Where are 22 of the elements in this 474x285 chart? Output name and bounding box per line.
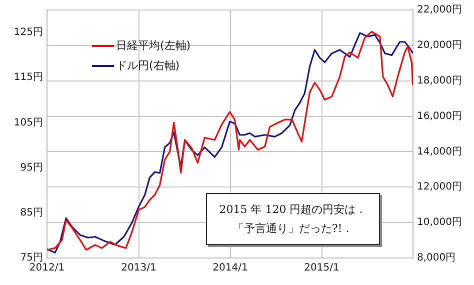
- y-tick-label: 75円: [20, 252, 43, 264]
- y2-tick-label: 18,000円: [417, 75, 462, 86]
- x-tick-label: 2013/1: [121, 262, 156, 274]
- y2-tick-label: 8,000円: [417, 252, 456, 264]
- y-tick-label: 95円: [20, 162, 43, 174]
- y-tick-label: 125円: [14, 27, 43, 38]
- y-tick-label: 115円: [14, 72, 43, 84]
- y-tick-label: 85円: [20, 208, 43, 219]
- y2-tick-label: 22,000円: [417, 4, 462, 16]
- x-tick-label: 2014/1: [212, 262, 248, 274]
- y2-tick-label: 20,000円: [417, 40, 462, 52]
- y2-tick-label: 14,000円: [417, 146, 462, 158]
- annotation: 2015 年 120 円超の円安は．: [218, 202, 368, 218]
- y2-tick-label: 16,000円: [417, 110, 462, 122]
- y2-tick-label: 12,000円: [417, 182, 462, 193]
- x-tick-label: 2015/1: [304, 262, 340, 274]
- legend-label: 日経平均(左軸): [116, 38, 191, 54]
- x-tick-label: 2012/1: [29, 262, 65, 274]
- legend-label: ドル円(右軸): [116, 58, 180, 74]
- y-tick-label: 105円: [14, 117, 43, 128]
- y2-tick-label: 10,000円: [417, 217, 462, 228]
- annotation: 「予言通り」だった?!．: [232, 221, 354, 237]
